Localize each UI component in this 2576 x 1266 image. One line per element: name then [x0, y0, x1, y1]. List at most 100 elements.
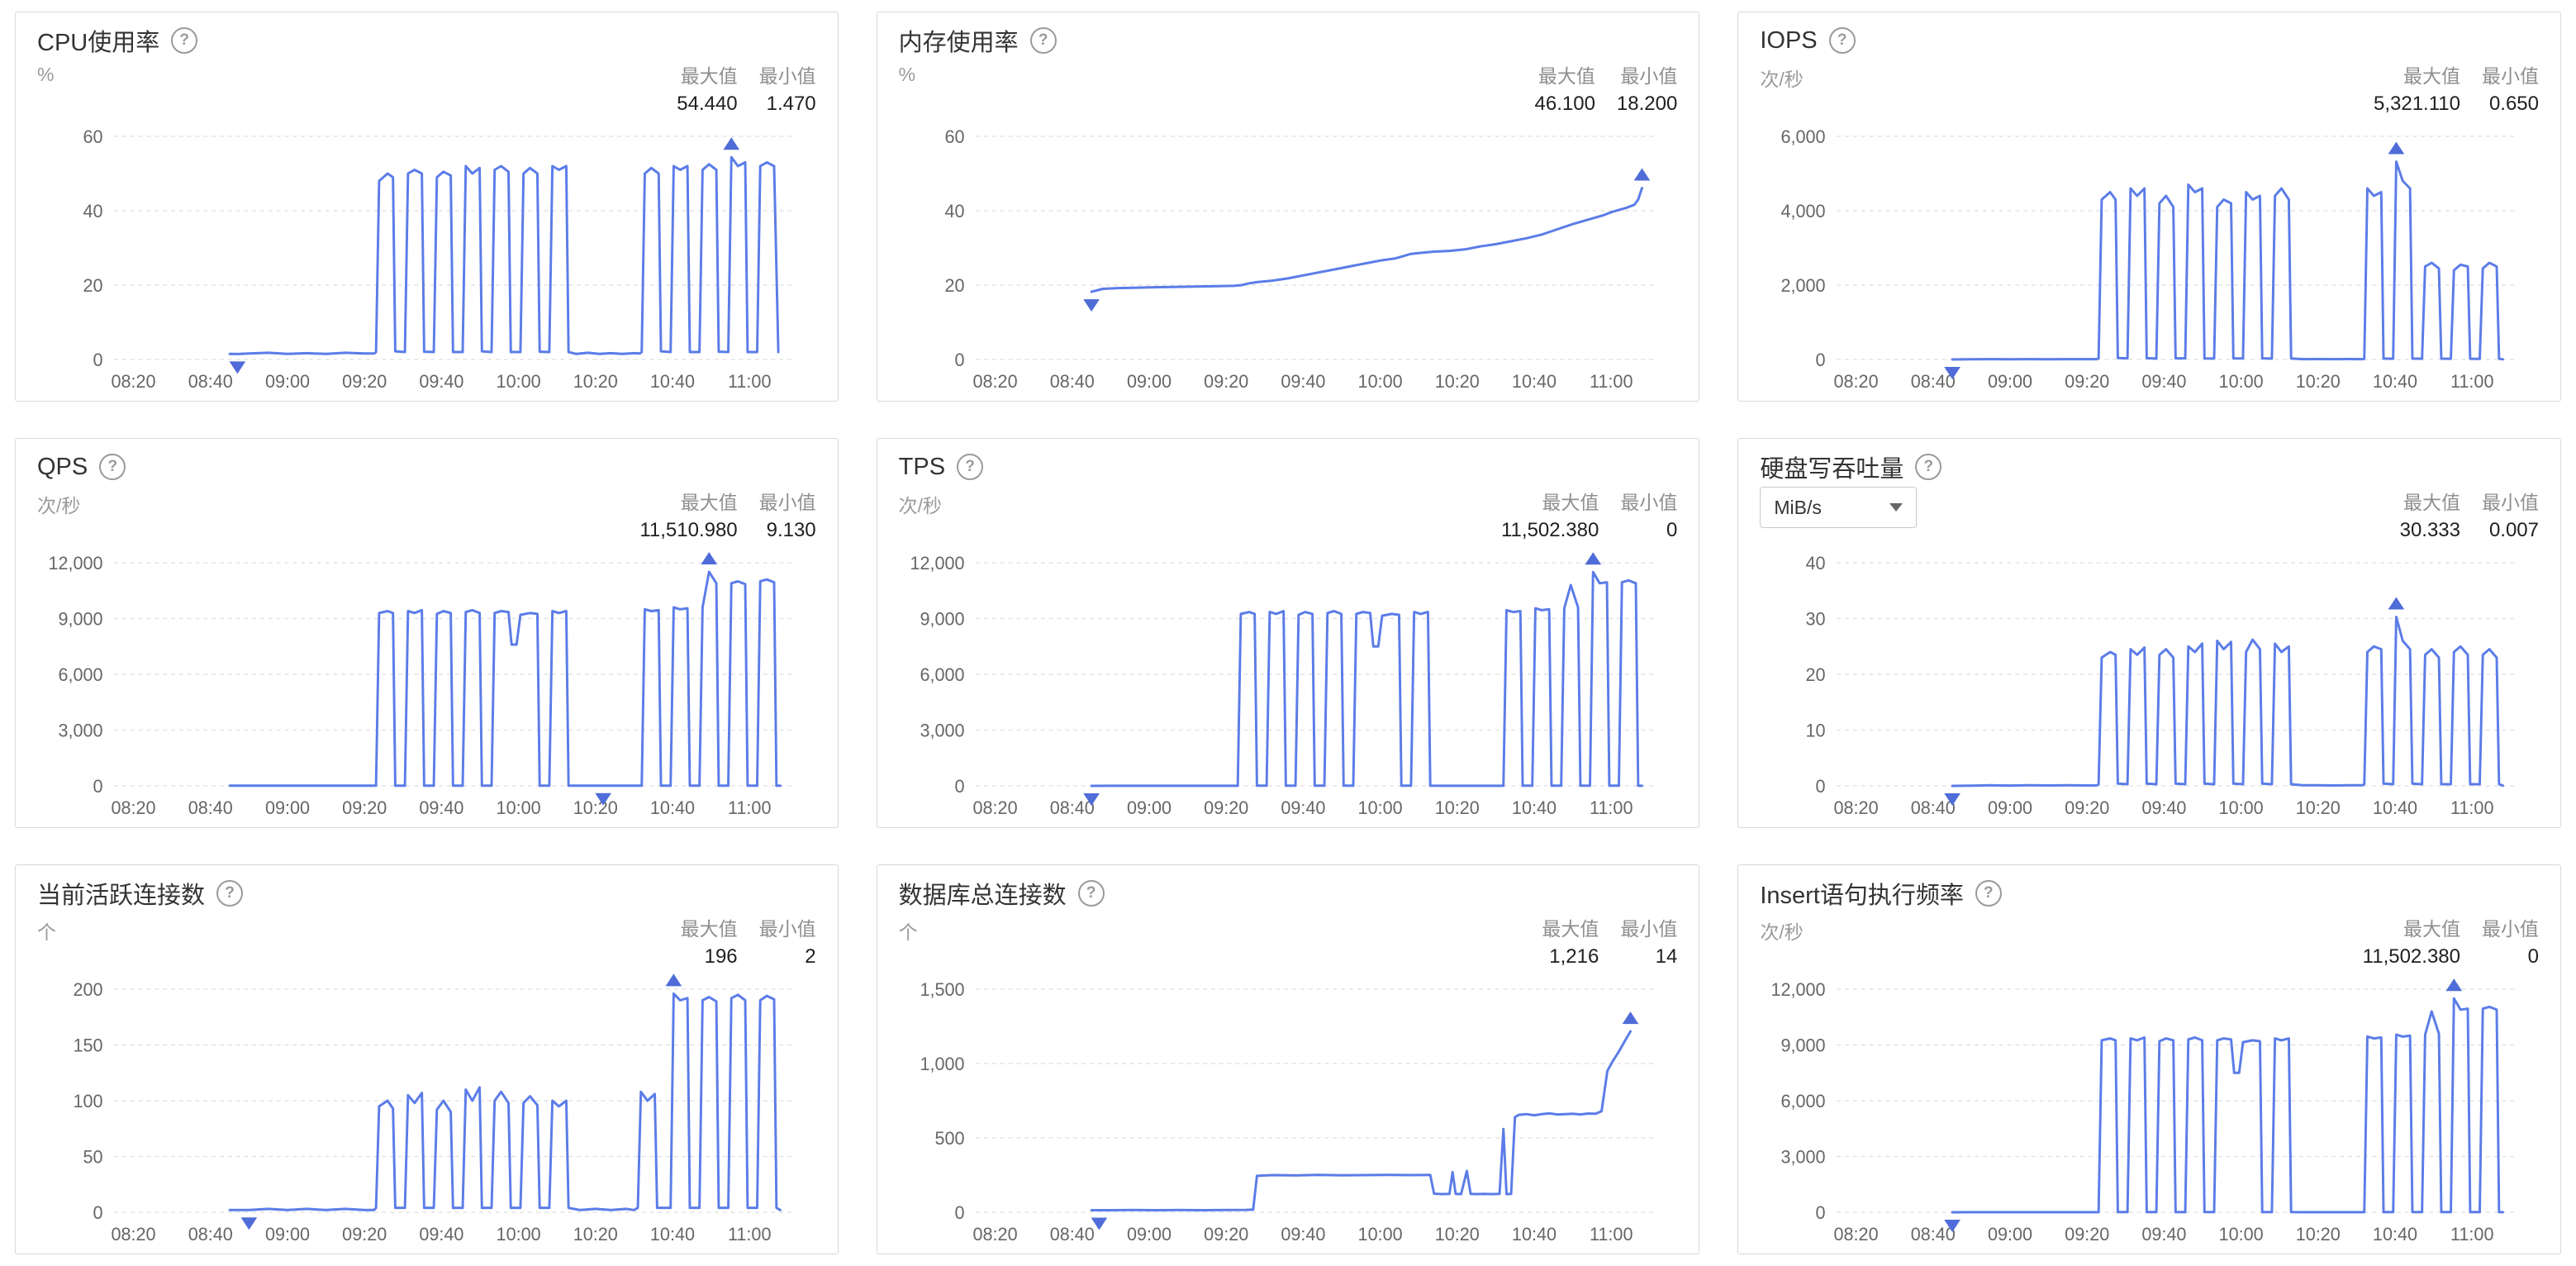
unit-select-dropdown[interactable]: MiB/s [1760, 487, 1918, 528]
chart-title: 数据库总连接数 [898, 883, 1067, 909]
min-stat: 最小值 0 [2482, 913, 2539, 969]
line-chart: 0 2,000 4,000 6,000 08:20 08:40 09:00 09:20 09:4… [1781, 126, 2519, 392]
min-value: 1.470 [766, 93, 816, 115]
y-tick-label: 3,000 [920, 720, 964, 740]
help-icon[interactable]: ? [1915, 454, 1942, 480]
help-icon[interactable]: ? [171, 27, 198, 54]
help-icon[interactable]: ? [1975, 880, 2002, 907]
panel-header: 内存使用率 ? [899, 26, 1678, 56]
meta-row: 次/秒 最大值 11,502.380 最小值 0 [1760, 913, 2539, 968]
help-icon[interactable]: ? [99, 454, 126, 480]
meta-row: 次/秒 最大值 11,510.980 最小值 9.130 [37, 487, 816, 541]
min-marker-icon [1944, 1220, 1961, 1232]
max-marker-icon [701, 552, 718, 565]
y-tick-label: 2,000 [1781, 275, 1826, 296]
x-tick-label: 10:40 [2373, 797, 2417, 818]
y-tick-label: 0 [93, 776, 103, 797]
max-stat: 最大值 11,502.380 [1501, 487, 1599, 542]
x-tick-label: 09:00 [1988, 1224, 2032, 1245]
min-marker-icon [1944, 792, 1961, 806]
x-tick-label: 11:00 [2450, 797, 2493, 818]
help-icon[interactable]: ? [1029, 27, 1057, 54]
x-tick-label: 10:40 [650, 371, 695, 392]
x-tick-label: 09:00 [1127, 797, 1172, 818]
max-min-stats: 最大值 46.100 最小值 18.200 [1535, 60, 1678, 116]
max-stat: 最大值 5,321.110 [2374, 60, 2460, 116]
meta-row: 次/秒 最大值 11,502.380 最小值 0 [899, 487, 1678, 541]
x-tick-label: 08:40 [1911, 1224, 1956, 1245]
series-line [228, 992, 782, 1211]
max-stat: 最大值 54.440 [677, 60, 737, 116]
x-tick-label: 09:20 [1204, 1224, 1248, 1245]
y-tick-label: 9,000 [920, 608, 964, 629]
max-value: 11,502.380 [1500, 519, 1599, 541]
y-tick-label: 500 [934, 1128, 964, 1149]
x-tick-label: 09:20 [342, 1224, 387, 1245]
x-tick-label: 08:40 [1049, 371, 1094, 392]
max-value: 196 [704, 945, 738, 968]
chart-title: QPS [37, 453, 88, 480]
min-marker-icon [1091, 1217, 1107, 1230]
max-min-stats: 最大值 30.333 最小值 0.007 [2400, 487, 2539, 542]
help-icon[interactable]: ? [216, 880, 244, 907]
x-tick-label: 09:00 [265, 371, 310, 392]
help-icon[interactable]: ? [957, 454, 984, 480]
x-tick-label: 08:20 [972, 797, 1017, 818]
x-tick-label: 08:40 [1911, 371, 1956, 392]
min-marker-icon [240, 1217, 258, 1230]
y-tick-label: 0 [954, 350, 964, 370]
help-icon[interactable]: ? [1077, 880, 1105, 907]
max-min-stats: 最大值 5,321.110 最小值 0.650 [2374, 60, 2539, 116]
y-tick-label: 6,000 [920, 664, 964, 685]
y-tick-label: 60 [83, 126, 103, 147]
y-tick-label: 10 [1806, 720, 1826, 740]
line-chart: 0 50 100 150 200 08:20 08:40 09:00 09:20 09:40 10:… [73, 973, 796, 1245]
x-tick-label: 10:00 [1357, 371, 1402, 392]
x-tick-label: 08:20 [1834, 371, 1879, 392]
series-line [1090, 1030, 1632, 1211]
max-marker-icon [2388, 597, 2405, 610]
max-value: 1,216 [1549, 945, 1599, 968]
help-icon[interactable]: ? [1828, 27, 1856, 54]
x-tick-label: 08:40 [1911, 797, 1956, 818]
x-tick-label: 08:40 [188, 797, 233, 818]
x-tick-label: 08:20 [972, 1224, 1017, 1245]
meta-row: MiB/s 最大值 30.333 最小值 0.007 [1760, 487, 2539, 541]
x-tick-label: 09:20 [2065, 1224, 2110, 1245]
x-tick-label: 09:40 [1281, 371, 1325, 392]
x-tick-label: 10:00 [1357, 1224, 1402, 1245]
series-line [228, 155, 780, 355]
y-tick-label: 50 [83, 1146, 103, 1167]
chart-panel-memory-usage: 内存使用率 ? % 最大值 46.100 最小值 18.200 0 20 40 60 0… [876, 12, 1700, 402]
panel-header: IOPS ? [1760, 26, 2539, 55]
x-tick-label: 08:40 [1049, 797, 1094, 818]
max-label: 最大值 [1538, 65, 1595, 87]
max-stat: 最大值 11,502.380 [2363, 913, 2460, 969]
y-tick-label: 0 [954, 776, 964, 797]
min-marker-icon [1944, 366, 1961, 379]
y-tick-label: 30 [1806, 608, 1826, 629]
chart-title: CPU使用率 [37, 30, 160, 56]
x-tick-label: 10:40 [1512, 371, 1557, 392]
x-tick-label: 11:00 [1590, 1224, 1633, 1245]
max-min-stats: 最大值 11,510.980 最小值 9.130 [639, 487, 815, 542]
max-marker-icon [1585, 552, 1601, 565]
chart-panel-active-connections: 当前活跃连接数 ? 个 最大值 196 最小值 2 0 50 100 150 200 08… [15, 864, 839, 1254]
x-tick-label: 10:00 [2219, 797, 2264, 818]
min-stat: 最小值 18.200 [1617, 60, 1677, 116]
chart-title: 当前活跃连接数 [37, 883, 206, 909]
y-tick-label: 3,000 [1781, 1146, 1826, 1167]
y-tick-label: 0 [1816, 350, 1826, 370]
chart-title: IOPS [1760, 26, 1818, 54]
max-marker-icon [1633, 168, 1650, 181]
max-marker-icon [2445, 978, 2463, 992]
x-tick-label: 08:40 [188, 371, 233, 392]
meta-row: % 最大值 46.100 最小值 18.200 [899, 60, 1678, 115]
max-label: 最大值 [2403, 65, 2460, 87]
y-tick-label: 20 [944, 275, 964, 296]
y-tick-label: 3,000 [58, 720, 102, 740]
x-tick-label: 09:20 [342, 371, 387, 392]
x-tick-label: 10:20 [1434, 371, 1479, 392]
max-marker-icon [723, 137, 740, 150]
